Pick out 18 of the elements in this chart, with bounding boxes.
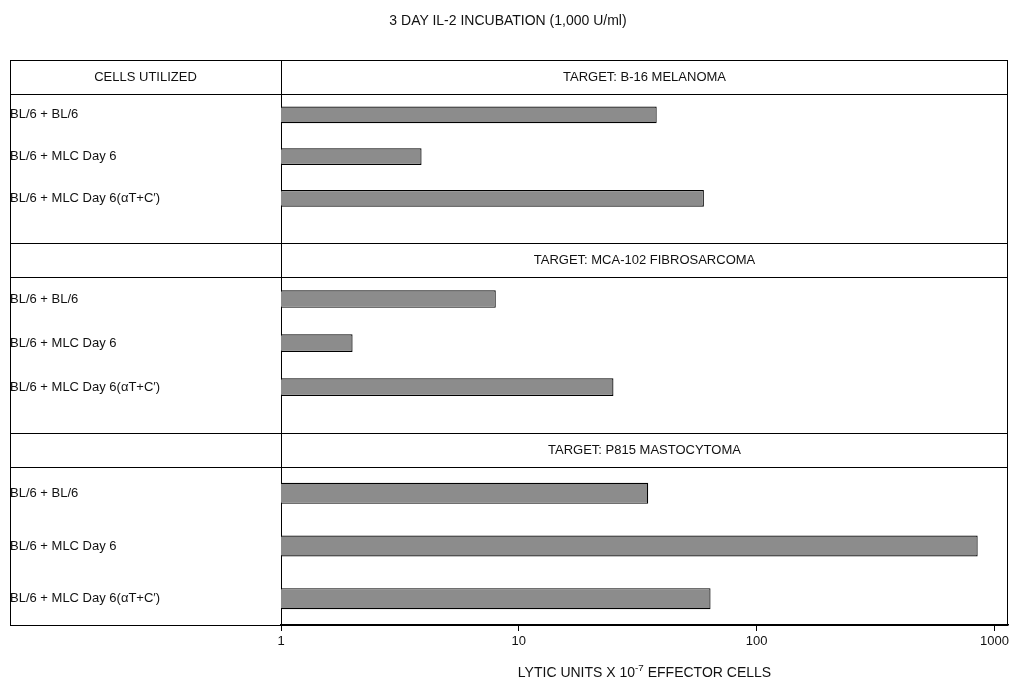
y-tick-label: BL/6 + BL/6 — [10, 106, 79, 122]
y-tick-label: BL/6 + MLC Day 6(αT+C′) — [10, 189, 161, 205]
y-tick-label: BL/6 + MLC Day 6 — [10, 334, 117, 350]
chart-subtitle: TARGET: MCA-102 FIBROSARCOMA — [532, 251, 757, 269]
x-tick-label: 1 — [277, 633, 285, 649]
chart-subtitle: TARGET: B-16 MELANOMA — [562, 68, 727, 86]
text: TARGET: P815 MASTOCYTOMA — [547, 441, 742, 459]
y-tick-label: BL/6 + MLC Day 6 — [10, 537, 117, 553]
y-axis-title: CELLS UTILIZED — [93, 68, 198, 86]
y-tick-label: BL/6 + MLC Day 6 — [10, 148, 117, 164]
x-tick-label: 100 — [745, 633, 768, 649]
chart-title: 3 DAY IL-2 INCUBATION (1,000 U/ml) — [388, 12, 628, 28]
y-tick-label: BL/6 + MLC Day 6(αT+C′) — [10, 378, 161, 394]
y-tick-label: BL/6 + BL/6 — [10, 290, 79, 306]
y-tick-label: BL/6 + BL/6 — [10, 484, 79, 500]
y-tick-label: BL/6 + MLC Day 6(αT+C′) — [10, 590, 161, 606]
x-tick-label: 1000 — [980, 633, 1009, 649]
x-tick-label: 10 — [511, 633, 527, 649]
